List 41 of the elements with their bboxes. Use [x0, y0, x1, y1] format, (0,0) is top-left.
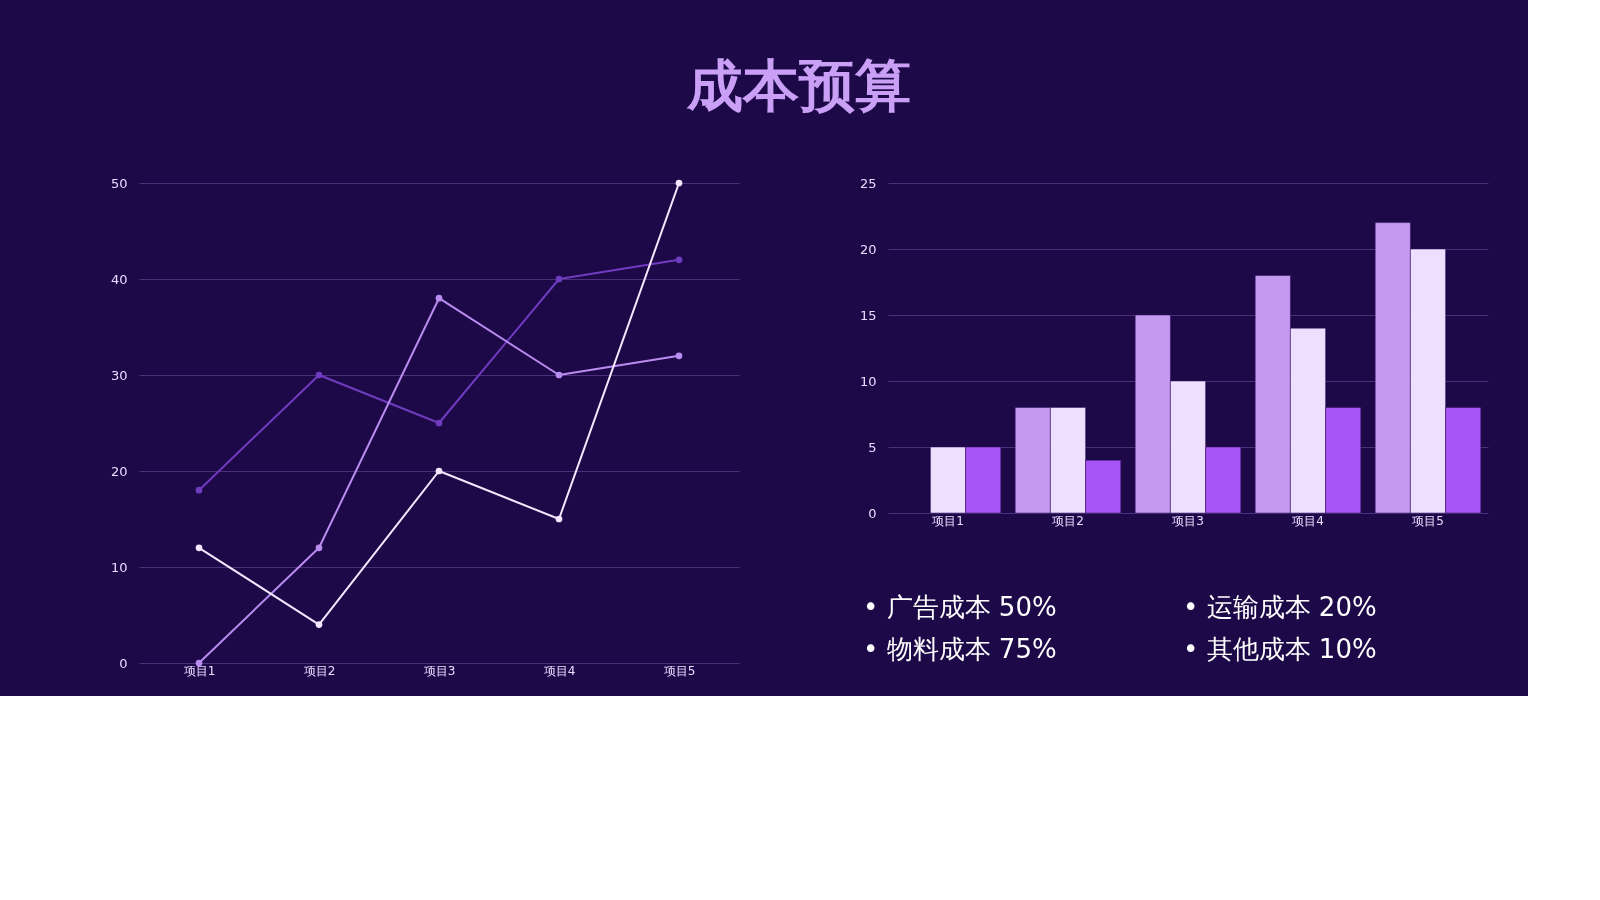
text: • 其他成本 10%	[1183, 634, 1377, 664]
y-tick-label: 10	[110, 559, 128, 575]
x-tick-label: 项目3	[423, 663, 456, 678]
y-tick-label: 5	[868, 439, 877, 455]
y-tick-label: 50	[110, 175, 128, 191]
text: • 运输成本 20%	[1183, 592, 1377, 622]
point	[555, 275, 563, 283]
y-tick-label: 40	[110, 271, 128, 287]
point	[315, 371, 323, 379]
x-tick-label: 项目1	[183, 663, 216, 678]
point	[315, 621, 323, 628]
point	[675, 256, 683, 264]
y-tick-label: 15	[859, 307, 877, 323]
point	[675, 179, 683, 187]
point	[435, 294, 443, 302]
x-tick-label: 项目5	[1412, 513, 1444, 528]
y-tick-label: 20	[110, 463, 128, 479]
text: • 物料成本 75%	[863, 634, 1057, 664]
y-tick-label: 0	[868, 505, 877, 521]
y-tick-label: 30	[110, 367, 128, 383]
point	[195, 544, 203, 552]
point	[555, 515, 563, 523]
y-tick-label: 10	[859, 373, 877, 389]
y-tick-label: 20	[859, 241, 877, 257]
x-tick-label: 项目2	[1052, 513, 1084, 528]
x-tick-label: 项目4	[543, 663, 576, 678]
y-tick-label: 25	[859, 175, 877, 191]
point	[555, 371, 563, 379]
point	[195, 486, 203, 494]
point	[675, 352, 683, 360]
x-tick-label: 项目1	[932, 513, 964, 528]
x-tick-label: 项目2	[303, 663, 336, 678]
x-tick-label: 项目3	[1172, 513, 1204, 528]
chart-title: 成本预算	[686, 53, 912, 118]
point	[315, 544, 323, 552]
y-tick-label: 0	[119, 655, 128, 671]
x-tick-label: 项目4	[1292, 513, 1324, 528]
text: • 广告成本 50%	[863, 592, 1057, 622]
point	[435, 467, 443, 475]
point	[435, 419, 443, 427]
x-tick-label: 项目5	[663, 663, 696, 678]
